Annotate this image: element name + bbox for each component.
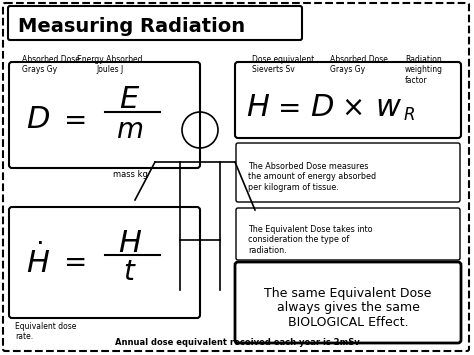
Text: The same Equivalent Dose
always gives the same
BIOLOGICAL Effect.: The same Equivalent Dose always gives th… [264,286,432,329]
Text: Measuring Radiation: Measuring Radiation [18,17,245,37]
Text: Radiation
weighting
factor: Radiation weighting factor [405,55,443,85]
Text: Energy Absorbed
Joules J: Energy Absorbed Joules J [77,55,143,75]
Text: $H$: $H$ [118,228,142,258]
FancyBboxPatch shape [9,62,200,168]
Text: The Absorbed Dose measures
the amount of energy absorbed
per kilogram of tissue.: The Absorbed Dose measures the amount of… [248,162,376,192]
FancyBboxPatch shape [8,6,302,40]
FancyBboxPatch shape [236,208,460,260]
Text: $E$: $E$ [119,84,141,115]
Text: Dose equivalent
Sieverts Sv: Dose equivalent Sieverts Sv [252,55,314,75]
Text: Equivalent dose
rate.: Equivalent dose rate. [15,322,76,342]
Text: $=$: $=$ [58,106,86,133]
FancyBboxPatch shape [235,62,461,138]
Text: $H$: $H$ [246,93,270,124]
Text: $w$: $w$ [374,93,401,124]
FancyBboxPatch shape [9,207,200,318]
Text: $t$: $t$ [123,258,137,285]
Text: $=$: $=$ [58,248,86,275]
Text: $\dot{H}$: $\dot{H}$ [26,244,50,280]
Text: Absorbed Dose
Grays Gy: Absorbed Dose Grays Gy [22,55,80,75]
Text: $D$: $D$ [310,93,334,124]
Text: Annual dose equivalent received each year is 2mSv: Annual dose equivalent received each yea… [115,338,359,347]
Text: $D$: $D$ [26,104,50,136]
Text: Absorbed Dose
Grays Gy: Absorbed Dose Grays Gy [330,55,388,75]
Text: The Equivalent Dose takes into
consideration the type of
radiation.: The Equivalent Dose takes into considera… [248,225,373,255]
FancyBboxPatch shape [236,143,460,202]
Text: $=$: $=$ [272,94,300,121]
FancyBboxPatch shape [3,3,469,351]
Text: $\times$: $\times$ [341,94,363,121]
FancyBboxPatch shape [235,262,461,343]
Text: mass kg: mass kg [112,170,147,179]
Text: $m$: $m$ [117,116,144,143]
Text: $R$: $R$ [403,106,415,124]
